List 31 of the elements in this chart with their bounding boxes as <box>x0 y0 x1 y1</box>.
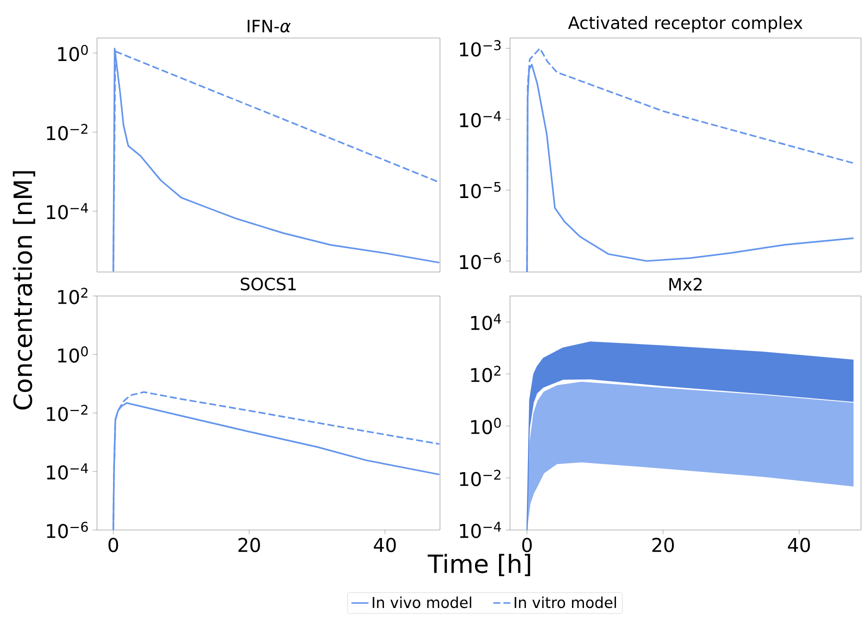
legend-label: In vitro model <box>514 596 616 608</box>
y-tick-label: 10$^{−4}$ <box>47 463 88 480</box>
y-tick-label: 10$^{2}$ <box>58 288 88 304</box>
y-tick-label: 10$^{−4}$ <box>460 111 501 128</box>
chart-title: SOCS1 <box>240 278 296 290</box>
chart-title: Mx2 <box>669 278 702 290</box>
legend-label: In vivo model <box>372 596 472 608</box>
x-tick-label: 40 <box>374 538 396 552</box>
chart-title: Activated receptor complex <box>568 16 802 32</box>
y-tick-label: 10$^{4}$ <box>471 314 501 330</box>
y-tick-label: 10$^{−2}$ <box>460 470 500 486</box>
y-tick-label: 10$^{0}$ <box>58 346 88 363</box>
x-tick-label: 20 <box>238 538 260 552</box>
x-tick-label: 0 <box>522 538 532 552</box>
x-tick-label: 0 <box>108 538 118 552</box>
y-axis-title: Concentration [nM] <box>12 171 36 410</box>
y-tick-label: 10$^{−5}$ <box>460 182 501 198</box>
y-tick-label: 10$^{−2}$ <box>47 404 88 422</box>
y-tick-label: 10$^{0}$ <box>58 44 88 62</box>
y-tick-label: 10$^{−4}$ <box>460 522 501 538</box>
y-tick-label: 10$^{2}$ <box>471 366 500 382</box>
x-tick-label: 40 <box>788 538 810 552</box>
y-tick-label: 10$^{−3}$ <box>460 40 501 57</box>
chart-title: IFN-α <box>248 20 291 32</box>
y-tick-label: 10$^{−4}$ <box>47 203 88 220</box>
y-tick-label: 10$^{−2}$ <box>47 124 88 140</box>
y-tick-label: 10$^{−6}$ <box>47 522 88 538</box>
y-tick-label: 10$^{0}$ <box>471 418 501 434</box>
x-tick-label: 20 <box>652 538 674 552</box>
y-tick-label: 10$^{−6}$ <box>460 252 501 270</box>
x-axis-title: Time [h] <box>428 554 530 576</box>
